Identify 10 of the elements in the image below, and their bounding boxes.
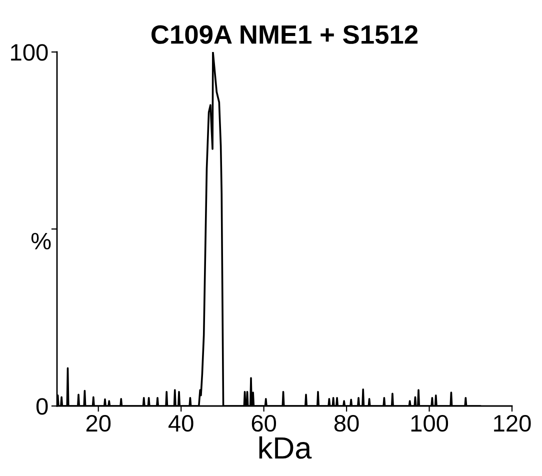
y-axis-title: %: [31, 232, 51, 250]
x-tick-label: 20: [86, 414, 111, 432]
x-tick-label: 80: [334, 414, 359, 432]
x-axis-title: kDa: [259, 436, 312, 459]
x-tick-label: 40: [168, 414, 194, 432]
x-tick-label: 100: [411, 414, 448, 432]
chart-title: C109A NME1 + S1512: [152, 25, 418, 44]
y-tick-label: 0: [36, 398, 48, 415]
x-tick-label: 120: [494, 414, 531, 432]
x-tick-label: 60: [252, 414, 276, 432]
